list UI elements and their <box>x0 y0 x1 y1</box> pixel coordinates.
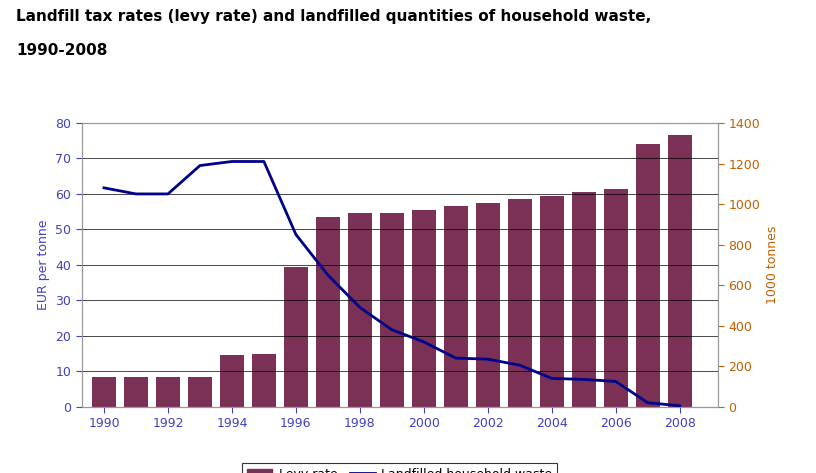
Y-axis label: EUR per tonne: EUR per tonne <box>37 219 50 310</box>
Y-axis label: 1000 tonnes: 1000 tonnes <box>766 226 779 304</box>
Bar <box>252 354 276 407</box>
Bar <box>667 135 692 407</box>
Bar <box>156 377 180 407</box>
Bar <box>508 199 532 407</box>
Text: 1990-2008: 1990-2008 <box>16 43 108 58</box>
Bar <box>220 355 244 407</box>
Text: Landfill tax rates (levy rate) and landfilled quantities of household waste,: Landfill tax rates (levy rate) and landf… <box>16 9 651 25</box>
Bar <box>636 144 659 407</box>
Bar <box>124 377 148 407</box>
Bar <box>316 217 340 407</box>
Bar <box>188 377 212 407</box>
Legend: Levy rate, Landfilled household waste: Levy rate, Landfilled household waste <box>242 463 557 473</box>
Bar <box>572 192 596 407</box>
Bar <box>380 213 404 407</box>
Bar <box>604 189 628 407</box>
Bar <box>476 203 499 407</box>
Bar <box>284 267 308 407</box>
Bar <box>539 196 564 407</box>
Bar <box>92 377 116 407</box>
Bar <box>444 206 468 407</box>
Bar <box>412 210 436 407</box>
Bar <box>348 213 372 407</box>
